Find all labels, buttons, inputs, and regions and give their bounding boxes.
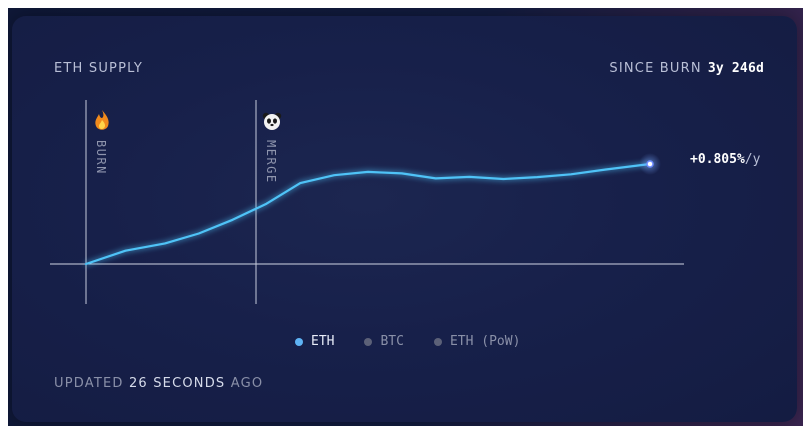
supply-rate: +0.805%/y xyxy=(690,152,760,167)
eth-supply-card: ETH SUPPLY SINCE BURN 3y 246d xyxy=(12,16,797,422)
legend-label-eth-pow: ETH (PoW) xyxy=(449,334,521,349)
legend-item-eth-pow[interactable]: ETH (PoW) xyxy=(433,334,521,349)
screenshot-frame: ETH SUPPLY SINCE BURN 3y 246d xyxy=(8,8,803,426)
legend-label-btc: BTC xyxy=(380,334,404,349)
supply-chart: BURN MERGE xyxy=(50,100,684,304)
legend-item-eth[interactable]: ETH xyxy=(295,334,334,349)
updated-prefix: UPDATED xyxy=(54,376,124,391)
updated-suffix: AGO xyxy=(230,376,264,391)
updated-status: UPDATED 26 SECONDS AGO xyxy=(54,376,263,391)
legend-item-btc[interactable]: BTC xyxy=(364,334,404,349)
since-burn-value: 3y 246d xyxy=(707,61,764,76)
legend-dot-eth xyxy=(295,337,303,346)
legend-dot-eth-pow xyxy=(433,337,442,346)
supply-rate-value: +0.805% xyxy=(690,152,745,167)
merge-label: MERGE xyxy=(264,140,278,184)
supply-rate-unit: /y xyxy=(744,152,761,167)
updated-count: 26 SECONDS xyxy=(128,376,226,391)
since-burn-label: SINCE BURN xyxy=(609,61,702,76)
chart-legend: ETH BTC ETH (PoW) xyxy=(295,334,520,349)
since-burn: SINCE BURN 3y 246d xyxy=(609,61,764,76)
panda-icon xyxy=(262,112,282,130)
legend-dot-btc xyxy=(364,337,373,346)
eth-series-line xyxy=(84,162,652,266)
burn-label: BURN xyxy=(94,140,108,175)
legend-label-eth: ETH xyxy=(311,334,335,349)
card-title: ETH SUPPLY xyxy=(54,61,143,76)
flame-icon xyxy=(95,110,109,130)
eth-endpoint[interactable] xyxy=(646,160,654,168)
